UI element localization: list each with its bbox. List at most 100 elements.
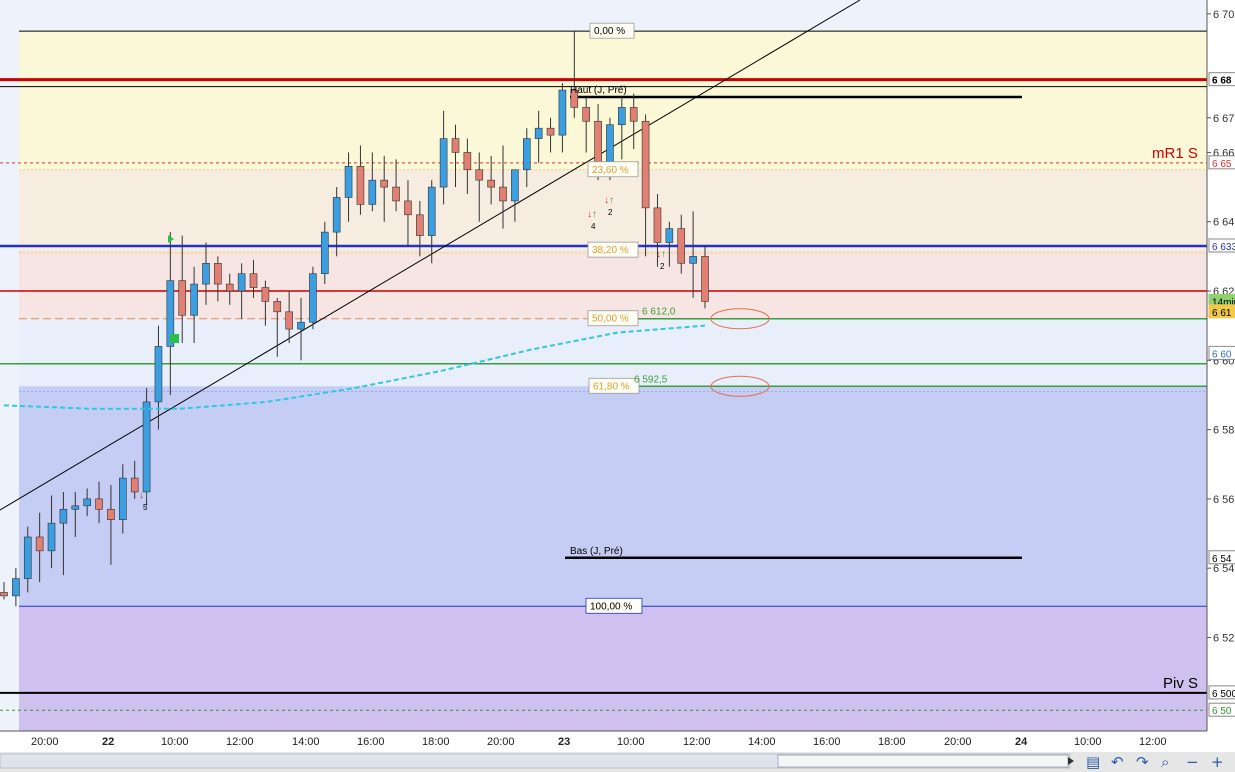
candle-body — [475, 169, 484, 181]
candle-body — [689, 256, 697, 264]
signal-count: 2 — [608, 208, 613, 217]
moving-average-line — [3, 324, 706, 410]
x-tick-label: 20:00 — [487, 736, 515, 748]
target-ellipse — [710, 308, 770, 330]
candle-body — [534, 127, 543, 139]
zoom-out-icon[interactable]: − — [1186, 753, 1199, 771]
x-tick-label: 10:00 — [161, 736, 189, 748]
pivot-label: mR1 S — [1152, 145, 1198, 162]
candle-body — [0, 592, 8, 597]
candle-body — [154, 346, 163, 403]
candle-body — [261, 287, 270, 302]
x-tick-label: 10:00 — [1074, 736, 1102, 748]
candle-body — [320, 231, 329, 274]
candle-body — [237, 273, 246, 292]
x-tick-label: 14:00 — [748, 736, 776, 748]
time-axis — [0, 731, 1235, 752]
x-tick-label: 10:00 — [617, 736, 645, 748]
x-tick-label: 22 — [102, 736, 114, 748]
fib-zone — [19, 318, 1207, 387]
candle-body — [618, 107, 626, 126]
price-tag-label: 6 65 — [1212, 159, 1232, 170]
zoom-fit-icon[interactable]: ⌕ — [1161, 753, 1169, 771]
save-icon-glyph: ▤ — [1086, 753, 1100, 771]
fib-label-box — [587, 241, 639, 258]
signal-count: 4 — [591, 222, 596, 231]
redo-icon[interactable]: ↷ — [1136, 753, 1149, 771]
save-icon[interactable]: ▤ — [1086, 753, 1100, 771]
scrollbar-thumb[interactable] — [777, 754, 1069, 768]
fib-price-label: 6 592,5 — [634, 374, 668, 385]
candle-body — [130, 477, 139, 493]
y-tick-label: 6 64 — [1213, 217, 1234, 229]
candle-body — [463, 152, 472, 171]
signal-down-icon: ↓ — [656, 249, 661, 260]
fib-price-label: 6 612,0 — [642, 307, 676, 318]
price-tag-label: 6 61 — [1212, 308, 1232, 319]
x-tick-label: 20:00 — [944, 736, 972, 748]
price-tag — [1208, 550, 1235, 565]
zoom-in-icon[interactable]: + — [1211, 753, 1224, 771]
flag-icon — [168, 235, 174, 243]
candle-body — [487, 179, 495, 188]
candle-body — [344, 165, 353, 198]
fib-label: 0,00 % — [594, 26, 625, 37]
price-tag-label: 6 500 — [1212, 689, 1235, 700]
signal-count: 5 — [143, 503, 148, 512]
y-tick-label: 6 54 — [1213, 563, 1234, 575]
fib-label-box — [587, 161, 639, 178]
candle-body — [522, 138, 531, 171]
x-tick-label: 18:00 — [422, 736, 450, 748]
price-tag-label: 6 50 — [1212, 706, 1232, 717]
prior-day-label: Bas (J, Pré) — [570, 546, 623, 557]
price-tag — [1208, 155, 1235, 170]
candle-body — [202, 262, 210, 285]
candle-body — [677, 228, 686, 264]
price-tag-label: 6 68 — [1212, 76, 1232, 87]
candle-body — [380, 179, 389, 188]
fib-label: 61,80 % — [593, 381, 630, 392]
fib-label-box — [588, 377, 640, 394]
scroll-right-icon[interactable] — [1068, 757, 1074, 765]
price-tag — [1208, 238, 1235, 253]
zoom-fit-icon-glyph: ⌕ — [1161, 753, 1169, 771]
signal-up-icon: ↑ — [609, 195, 614, 206]
y-tick-label: 6 67 — [1213, 113, 1234, 125]
signal-down-icon: ↓ — [587, 209, 592, 220]
pivot-label: Piv S — [1163, 675, 1198, 692]
fib-zone — [19, 386, 1207, 607]
y-tick-label: 6 52 — [1213, 632, 1234, 644]
candle-body — [451, 138, 460, 153]
signal-up-icon: ↑ — [661, 249, 666, 260]
candle-body — [570, 89, 579, 108]
redo-icon-glyph: ↷ — [1136, 753, 1149, 771]
candle-body — [629, 107, 638, 122]
zoom-in-icon-glyph: + — [1211, 753, 1224, 771]
candle-body — [297, 321, 305, 330]
candle-body — [47, 522, 56, 552]
y-tick-label: 6 56 — [1213, 494, 1234, 506]
undo-icon[interactable]: ↶ — [1111, 753, 1124, 771]
candle-body — [95, 498, 103, 510]
signal-up-icon: ↑ — [592, 209, 597, 220]
candle-body — [594, 120, 602, 164]
target-ellipse — [710, 375, 770, 397]
undo-icon-glyph: ↶ — [1111, 753, 1124, 771]
prior-day-label: Haut (J, Pré) — [570, 85, 627, 96]
candle-body — [368, 179, 377, 205]
x-tick-label: 23 — [558, 736, 570, 748]
candle-body — [285, 311, 293, 330]
price-tag-label: 6 54 — [1212, 554, 1232, 565]
candle-body — [214, 262, 222, 285]
candle-body — [392, 186, 400, 202]
x-tick-label: 24 — [1015, 736, 1028, 748]
candle-body — [142, 401, 151, 493]
candle-body — [665, 228, 674, 243]
candle-body — [356, 165, 365, 205]
x-tick-label: 12:00 — [1139, 736, 1167, 748]
y-tick-label: 6 58 — [1213, 425, 1234, 437]
fib-label: 23,60 % — [592, 165, 629, 176]
price-axis — [1207, 0, 1235, 731]
